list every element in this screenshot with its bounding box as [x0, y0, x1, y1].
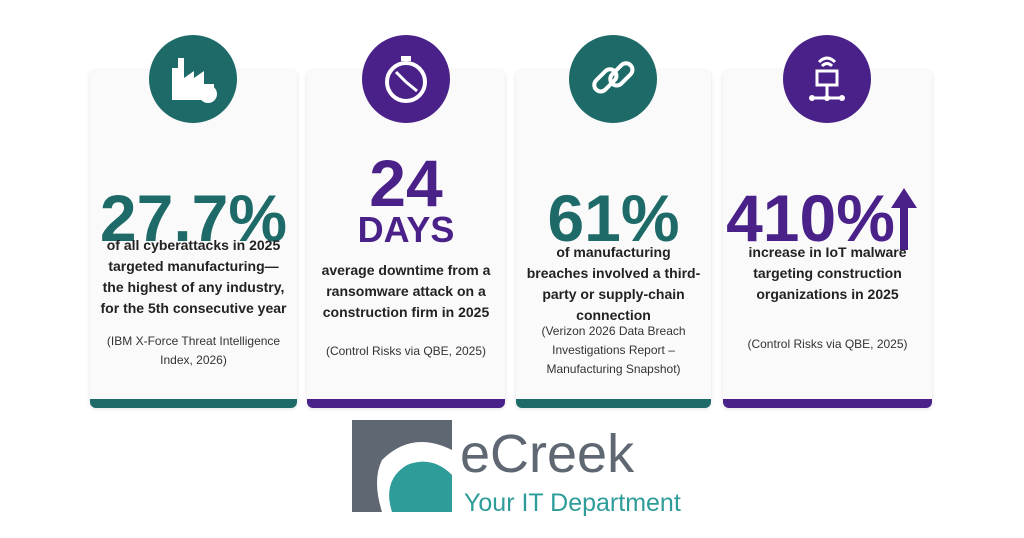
stat: 27.7% — [99, 181, 288, 255]
logo-tagline: Your IT Department — [464, 489, 681, 517]
stat: 24 — [369, 146, 443, 220]
up-arrow — [891, 188, 917, 250]
stat-card: 410% increase in IoT malware targeting c… — [723, 70, 932, 408]
iot-icon — [783, 35, 871, 123]
accent-bar — [723, 399, 932, 408]
accent-bar — [90, 399, 297, 408]
description: of manufacturing breaches involved a thi… — [526, 244, 701, 323]
description: average downtime from a ransomware attac… — [321, 262, 491, 320]
accent-bar — [307, 399, 505, 408]
source: (Verizon 2026 Data Breach Investigations… — [541, 324, 686, 376]
description: of all cyberattacks in 2025 targeted man… — [100, 237, 287, 316]
stat-card: 24 DAYS average downtime from a ransomwa… — [307, 70, 505, 408]
source: (Control Risks via QBE, 2025) — [747, 337, 908, 351]
accent-bar — [516, 399, 711, 408]
stat: 61% — [547, 181, 680, 255]
source: (Control Risks via QBE, 2025) — [325, 344, 487, 358]
chain-icon — [569, 35, 657, 123]
factory-icon — [149, 35, 237, 123]
stat: 410% — [726, 181, 895, 255]
stat-card: 61% of manufacturing breaches involved a… — [516, 70, 711, 408]
source: (IBM X-Force Threat Intelligence Index, … — [106, 334, 281, 367]
logo-mark — [352, 420, 452, 512]
stat-unit: DAYS — [357, 209, 455, 250]
stopwatch-icon — [362, 35, 450, 123]
logo-name: eCreek — [460, 424, 635, 484]
stat-card: 27.7% of all cyberattacks in 2025 target… — [90, 70, 297, 408]
description: increase in IoT malware targeting constr… — [748, 244, 907, 302]
